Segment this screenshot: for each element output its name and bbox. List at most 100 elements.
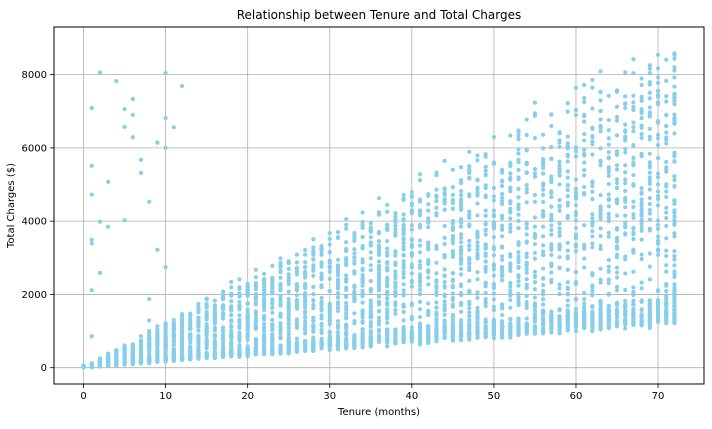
- scatter-point: [401, 259, 406, 264]
- scatter-point: [393, 292, 398, 297]
- scatter-point: [360, 234, 365, 240]
- scatter-point: [524, 251, 529, 256]
- scatter-point: [541, 199, 546, 205]
- scatter-point: [229, 279, 234, 285]
- scatter-point: [327, 319, 332, 324]
- scatter-point: [426, 202, 431, 207]
- scatter-point: [106, 357, 111, 362]
- scatter-point: [442, 267, 447, 272]
- scatter-point: [204, 301, 209, 307]
- scatter-point: [401, 262, 406, 267]
- scatter-point: [672, 253, 677, 259]
- scatter-point: [672, 65, 677, 70]
- scatter-point: [360, 330, 365, 336]
- scatter-point: [376, 259, 382, 264]
- scatter-point: [483, 290, 488, 296]
- scatter-point: [655, 189, 661, 194]
- scatter-point: [163, 345, 168, 350]
- scatter-point: [179, 357, 185, 362]
- scatter-point: [344, 316, 349, 321]
- scatter-point: [516, 291, 521, 296]
- scatter-point: [606, 204, 611, 209]
- scatter-point: [114, 352, 119, 357]
- scatter-point: [368, 305, 373, 311]
- scatter-point: [655, 241, 661, 246]
- scatter-point: [442, 191, 447, 196]
- scatter-point: [491, 304, 496, 309]
- scatter-point: [344, 311, 349, 316]
- scatter-point: [532, 280, 538, 285]
- scatter-point: [467, 333, 472, 338]
- scatter-point: [483, 222, 488, 227]
- scatter-point: [409, 325, 414, 330]
- scatter-point: [245, 348, 250, 353]
- scatter-point: [672, 112, 677, 117]
- scatter-point: [541, 234, 546, 239]
- scatter-point: [196, 328, 201, 333]
- scatter-point: [582, 147, 587, 152]
- scatter-point: [130, 96, 135, 102]
- scatter-point: [573, 112, 579, 118]
- scatter-point: [311, 318, 316, 323]
- scatter-point: [286, 289, 291, 294]
- scatter-point: [557, 144, 562, 149]
- scatter-point: [360, 245, 365, 251]
- scatter-point: [409, 244, 414, 250]
- scatter-point: [532, 295, 538, 300]
- scatter-point: [524, 305, 529, 311]
- scatter-point: [319, 299, 324, 304]
- scatter-point: [590, 322, 595, 327]
- scatter-point: [606, 142, 611, 147]
- scatter-point: [434, 320, 439, 325]
- scatter-point: [327, 333, 332, 339]
- scatter-point: [631, 293, 636, 298]
- scatter-point: [590, 180, 595, 185]
- scatter-point: [155, 247, 160, 252]
- scatter-point: [664, 210, 669, 215]
- scatter-point: [417, 292, 423, 297]
- scatter-point: [319, 321, 324, 326]
- scatter-point: [582, 167, 587, 173]
- scatter-point: [614, 167, 620, 172]
- scatter-point: [672, 115, 677, 121]
- scatter-point: [188, 332, 193, 337]
- scatter-point: [475, 314, 480, 319]
- scatter-point: [467, 238, 472, 243]
- scatter-point: [376, 196, 382, 201]
- scatter-point: [467, 327, 472, 332]
- scatter-point: [614, 302, 620, 307]
- scatter-point: [294, 260, 300, 265]
- scatter-point: [417, 283, 423, 288]
- scatter-point: [655, 222, 661, 228]
- scatter-point: [557, 203, 562, 208]
- scatter-point: [327, 259, 332, 265]
- scatter-point: [623, 231, 628, 236]
- scatter-point: [147, 199, 152, 204]
- scatter-point: [458, 232, 464, 237]
- scatter-point: [508, 185, 513, 190]
- scatter-point: [606, 218, 611, 224]
- x-tick-label: 50: [488, 391, 501, 402]
- scatter-point: [376, 327, 382, 332]
- y-tick-label: 4000: [22, 217, 47, 228]
- scatter-point: [212, 354, 217, 360]
- scatter-point: [664, 288, 669, 294]
- scatter-point: [229, 299, 234, 304]
- scatter-point: [500, 324, 505, 330]
- scatter-point: [401, 247, 406, 252]
- scatter-point: [434, 334, 439, 340]
- scatter-point: [590, 305, 595, 310]
- scatter-point: [631, 215, 636, 221]
- scatter-point: [590, 328, 595, 333]
- scatter-point: [179, 331, 185, 337]
- scatter-point: [541, 224, 546, 229]
- scatter-point: [647, 217, 652, 222]
- scatter-point: [401, 336, 406, 341]
- scatter-point: [196, 333, 201, 338]
- scatter-point: [344, 300, 349, 306]
- scatter-point: [319, 284, 324, 290]
- scatter-point: [516, 128, 521, 133]
- scatter-point: [434, 260, 439, 265]
- scatter-point: [450, 185, 455, 190]
- scatter-point: [565, 144, 570, 149]
